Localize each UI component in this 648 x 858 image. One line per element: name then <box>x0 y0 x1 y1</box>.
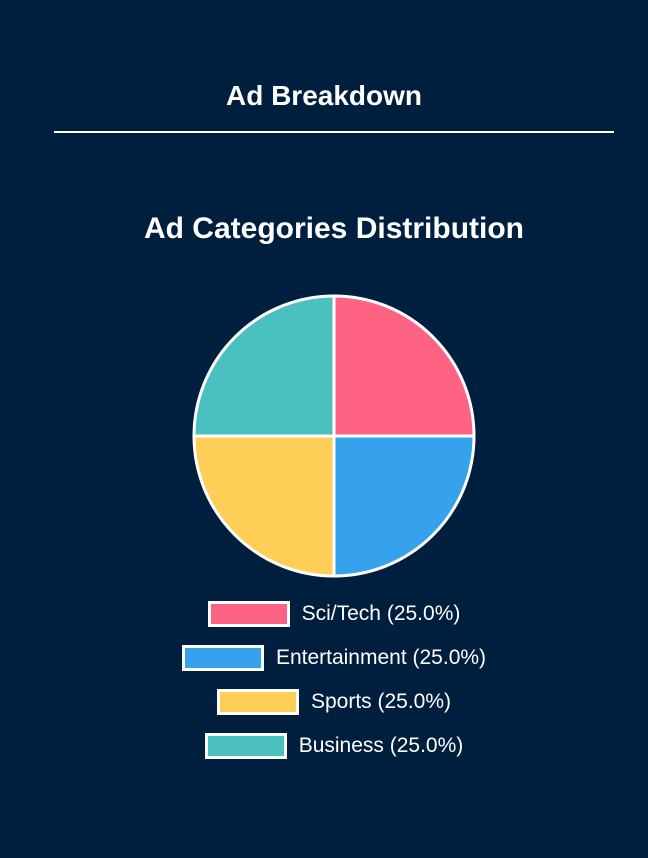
legend-swatch <box>181 645 264 671</box>
legend-item[interactable]: Business (25.0%) <box>0 724 648 768</box>
page-title: Ad Breakdown <box>225 80 423 111</box>
pie-slice-sports <box>192 434 336 578</box>
legend-label: Sci/Tech (25.0%) <box>301 602 461 625</box>
legend-swatch <box>204 733 287 759</box>
legend-item[interactable]: Sci/Tech (25.0%) <box>0 592 648 636</box>
legend-item[interactable]: Entertainment (25.0%) <box>0 636 648 680</box>
pie-slice-business <box>192 294 336 438</box>
chart-title: Ad Categories Distribution <box>143 212 525 245</box>
legend-label: Entertainment (25.0%) <box>275 646 487 669</box>
legend-swatch <box>207 601 290 627</box>
chart-legend: Sci/Tech (25.0%) Entertainment (25.0%) Spo… <box>0 592 648 768</box>
legend-label: Business (25.0%) <box>298 734 464 757</box>
legend-item[interactable]: Sports (25.0%) <box>0 680 648 724</box>
pie-slice-entertainment <box>332 434 476 578</box>
pie-slice-sci-tech <box>332 294 476 438</box>
legend-label: Sports (25.0%) <box>310 690 452 713</box>
legend-swatch <box>216 689 299 715</box>
title-divider <box>54 131 614 133</box>
pie-chart <box>192 294 476 578</box>
